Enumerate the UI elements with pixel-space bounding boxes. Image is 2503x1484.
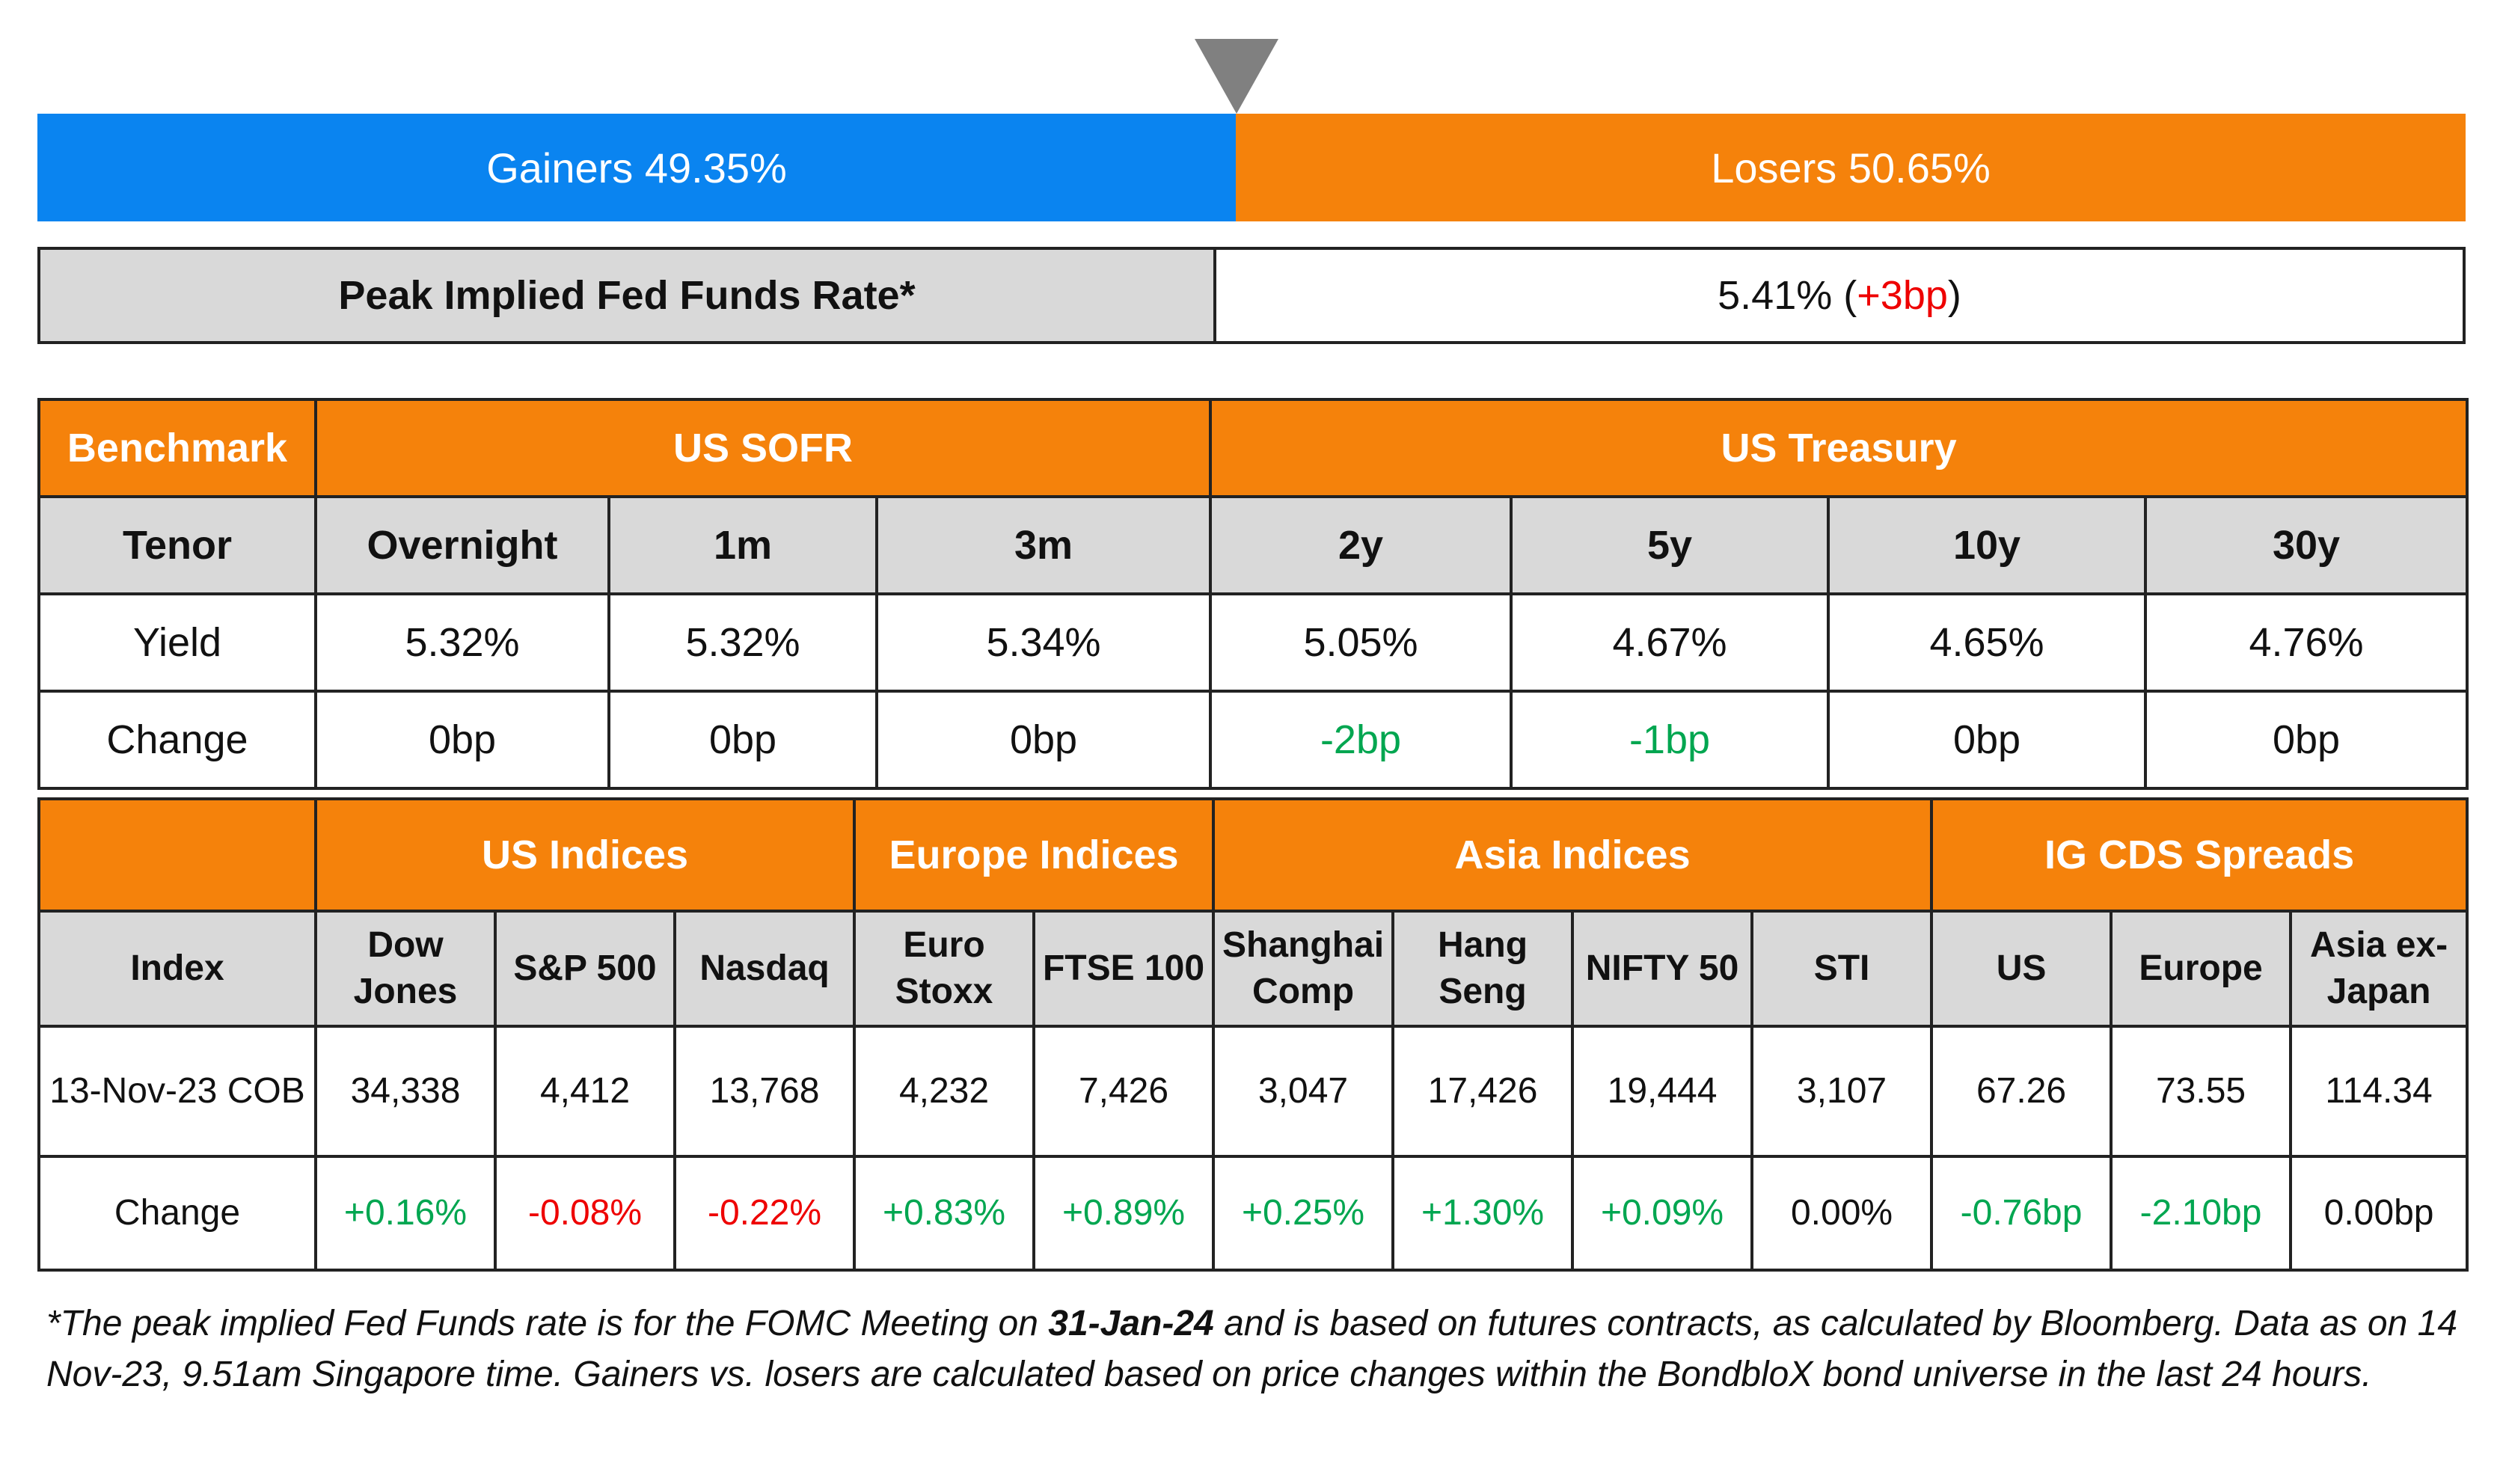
index-change-cell: +0.09% (1571, 1155, 1754, 1272)
index-value-cell: 7,426 (1032, 1025, 1216, 1158)
index-value-cell: 67.26 (1930, 1025, 2113, 1158)
yield-cell: 4.65% (1827, 592, 2147, 693)
rates-table: Benchmark US SOFR US Treasury Tenor Over… (37, 398, 2469, 790)
yield-cell: 4.76% (2143, 592, 2469, 693)
tenor-row: Tenor Overnight 1m 3m 2y 5y 10y 30y (37, 495, 2469, 595)
index-value-cell: 13,768 (673, 1025, 857, 1158)
index-change-cell: -0.08% (494, 1155, 676, 1272)
rate-change-cell: 0bp (1827, 690, 2147, 790)
index-value-cell: 34,338 (314, 1025, 497, 1158)
tenor-cell: Overnight (314, 495, 610, 595)
index-change-label: Change (37, 1155, 317, 1272)
date-label: 13-Nov-23 COB (37, 1025, 317, 1158)
losers-segment: Losers 50.65% (1236, 114, 2466, 221)
fed-funds-value: 5.41% (1718, 273, 1833, 318)
gainers-segment: Gainers 49.35% (37, 114, 1236, 221)
fed-funds-box: Peak Implied Fed Funds Rate* 5.41% (+3bp… (37, 247, 2466, 344)
tenor-cell: 3m (875, 495, 1212, 595)
sofr-header: US SOFR (314, 398, 1212, 498)
index-name-cell: STI (1750, 910, 1934, 1028)
index-name-cell: US (1930, 910, 2113, 1028)
group-header-europe: Europe Indices (853, 797, 1216, 913)
rate-change-cell: -2bp (1209, 690, 1513, 790)
index-change-cell: +0.16% (314, 1155, 497, 1272)
index-name-cell: Shanghai Comp (1212, 910, 1395, 1028)
yield-row: Yield 5.32% 5.32% 5.34% 5.05% 4.67% 4.65… (37, 592, 2469, 693)
indices-table: US Indices Europe Indices Asia Indices I… (37, 797, 2469, 1272)
gainers-losers-bar: Gainers 49.35% Losers 50.65% (37, 114, 2466, 221)
index-name-cell: Nasdaq (673, 910, 857, 1028)
index-value-row: 13-Nov-23 COB 34,338 4,412 13,768 4,232 … (37, 1025, 2469, 1158)
tenor-cell: 5y (1510, 495, 1830, 595)
index-change-cell: +1.30% (1391, 1155, 1575, 1272)
index-change-cell: -2.10bp (2110, 1155, 2293, 1272)
yield-cell: 5.32% (607, 592, 878, 693)
rate-change-cell: -1bp (1510, 690, 1830, 790)
benchmark-header: Benchmark (37, 398, 317, 498)
index-change-cell: +0.89% (1032, 1155, 1216, 1272)
footnote-text-1: *The peak implied Fed Funds rate is for … (46, 1304, 1049, 1343)
indices-header-blank (37, 797, 317, 913)
index-value-cell: 4,232 (853, 1025, 1036, 1158)
index-value-cell: 3,107 (1750, 1025, 1934, 1158)
index-label: Index (37, 910, 317, 1028)
index-value-cell: 4,412 (494, 1025, 676, 1158)
rate-change-cell: 0bp (314, 690, 610, 790)
rate-change-cell: 0bp (875, 690, 1212, 790)
rates-header-row: Benchmark US SOFR US Treasury (37, 398, 2469, 498)
index-change-cell: -0.76bp (1930, 1155, 2113, 1272)
group-header-asia: Asia Indices (1212, 797, 1934, 913)
group-header-cds: IG CDS Spreads (1930, 797, 2469, 913)
rate-change-cell: 0bp (2143, 690, 2469, 790)
index-value-cell: 3,047 (1212, 1025, 1395, 1158)
footnote: *The peak implied Fed Funds rate is for … (46, 1298, 2463, 1400)
index-change-row: Change +0.16% -0.08% -0.22% +0.83% +0.89… (37, 1155, 2469, 1272)
index-name-cell: Europe (2110, 910, 2293, 1028)
triangle-down-icon (1195, 39, 1278, 114)
yield-cell: 5.32% (314, 592, 610, 693)
indices-header-row: US Indices Europe Indices Asia Indices I… (37, 797, 2469, 913)
group-header-us: US Indices (313, 797, 857, 913)
tenor-cell: 30y (2143, 495, 2469, 595)
index-change-cell: 0.00bp (2289, 1155, 2469, 1272)
tenor-cell: 10y (1827, 495, 2147, 595)
rate-change-row: Change 0bp 0bp 0bp -2bp -1bp 0bp 0bp (37, 690, 2469, 790)
change-label: Change (37, 690, 317, 790)
tenor-label: Tenor (37, 495, 317, 595)
footnote-text-2: and is based on futures contracts, as ca… (46, 1304, 2458, 1394)
index-change-cell: +0.83% (853, 1155, 1036, 1272)
tenor-cell: 1m (607, 495, 878, 595)
index-change-cell: -0.22% (673, 1155, 857, 1272)
yield-cell: 4.67% (1510, 592, 1830, 693)
index-name-cell: Hang Seng (1391, 910, 1575, 1028)
index-value-cell: 17,426 (1391, 1025, 1575, 1158)
treasury-header: US Treasury (1208, 398, 2469, 498)
yield-cell: 5.34% (875, 592, 1212, 693)
index-name-cell: S&P 500 (494, 910, 676, 1028)
rate-change-cell: 0bp (607, 690, 878, 790)
index-change-cell: 0.00% (1750, 1155, 1934, 1272)
index-name-cell: Dow Jones (314, 910, 497, 1028)
fed-funds-change: +3bp (1857, 273, 1948, 318)
index-name-cell: Asia ex-Japan (2289, 910, 2469, 1028)
index-value-cell: 19,444 (1571, 1025, 1754, 1158)
index-name-cell: Euro Stoxx (853, 910, 1036, 1028)
index-value-cell: 114.34 (2289, 1025, 2469, 1158)
yield-cell: 5.05% (1209, 592, 1513, 693)
footnote-date: 31-Jan-24 (1048, 1304, 1214, 1343)
yield-label: Yield (37, 592, 317, 693)
tenor-cell: 2y (1209, 495, 1513, 595)
index-value-cell: 73.55 (2110, 1025, 2293, 1158)
index-name-row: Index Dow Jones S&P 500 Nasdaq Euro Stox… (37, 910, 2469, 1028)
fed-funds-label: Peak Implied Fed Funds Rate* (40, 250, 1216, 341)
fed-funds-value-cell: 5.41% (+3bp) (1718, 273, 1961, 318)
index-change-cell: +0.25% (1212, 1155, 1395, 1272)
index-name-cell: FTSE 100 (1032, 910, 1216, 1028)
index-name-cell: NIFTY 50 (1571, 910, 1754, 1028)
